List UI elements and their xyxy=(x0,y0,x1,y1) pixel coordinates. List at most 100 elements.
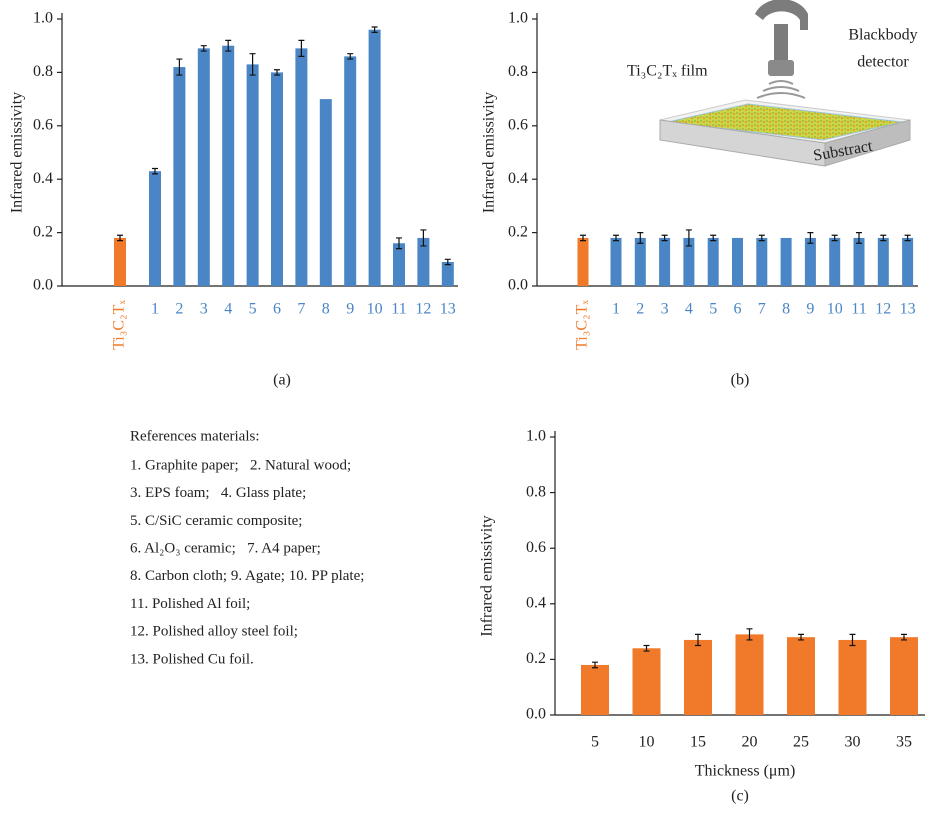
x-tick-label: 7 xyxy=(297,301,305,318)
x-tick-label: 11 xyxy=(391,301,406,318)
bar xyxy=(393,243,405,286)
inset-illustration xyxy=(660,0,910,166)
x-tick-label: 8 xyxy=(322,301,330,318)
bar xyxy=(578,238,589,286)
y-tick-label: 0.4 xyxy=(508,170,528,187)
bar xyxy=(736,634,764,715)
x-tick-label: 2 xyxy=(636,301,644,318)
panel-label: (c) xyxy=(731,788,749,805)
bar xyxy=(320,99,332,286)
bar xyxy=(781,238,792,286)
bar xyxy=(149,171,161,286)
x-tick-label: 10 xyxy=(367,301,383,318)
y-tick-label: 0.0 xyxy=(526,706,546,723)
x-tick-label: 5 xyxy=(709,301,717,318)
reference-line: 5. C/SiC ceramic composite; xyxy=(130,513,302,529)
x-tick-label: 9 xyxy=(346,301,354,318)
y-tick-label: 0.8 xyxy=(33,63,53,80)
x-tick-label: 13 xyxy=(900,301,916,318)
bar xyxy=(295,48,307,286)
y-tick-label: 0.4 xyxy=(33,170,53,187)
y-tick-label: 0.2 xyxy=(526,650,546,667)
x-tick-label: 6 xyxy=(734,301,742,318)
y-axis-title: Infrared emissivity xyxy=(479,515,496,636)
reference-line: 6. Al₂O₃ ceramic; 7. A4 paper; xyxy=(130,541,321,557)
bar xyxy=(829,238,840,286)
y-tick-label: 1.0 xyxy=(526,428,546,445)
bar xyxy=(890,637,918,715)
y-tick-label: 0.6 xyxy=(33,116,53,133)
figure: Blackbody detector Ti₃C₂Tₓ film Substrac… xyxy=(0,0,945,816)
bar xyxy=(369,30,381,286)
bar xyxy=(732,238,743,286)
y-tick-label: 0.6 xyxy=(526,539,546,556)
x-tick-label: 7 xyxy=(758,301,766,318)
x-tick-label: 3 xyxy=(661,301,669,318)
x-tick-label: 5 xyxy=(591,734,599,751)
y-tick-label: 0.6 xyxy=(508,116,528,133)
x-tick-label: 11 xyxy=(851,301,866,318)
reference-line: 3. EPS foam; 4. Glass plate; xyxy=(130,485,306,501)
y-tick-label: 0.0 xyxy=(508,277,528,294)
bar xyxy=(684,640,712,715)
x-tick-label: 6 xyxy=(273,301,281,318)
bar xyxy=(756,238,767,286)
x-tick-label: 4 xyxy=(685,301,693,318)
bar xyxy=(635,238,646,286)
bar xyxy=(114,238,126,286)
panel-label: (b) xyxy=(731,372,750,389)
x-tick-label: 20 xyxy=(742,734,758,751)
x-tick-label: 9 xyxy=(806,301,814,318)
bar xyxy=(902,238,913,286)
reference-line: 13. Polished Cu foil. xyxy=(130,651,254,667)
y-tick-label: 0.2 xyxy=(508,223,528,240)
bar xyxy=(247,64,259,286)
x-tick-label: 12 xyxy=(415,301,431,318)
bar xyxy=(198,48,210,286)
x-tick-label: 1 xyxy=(151,301,159,318)
x-tick-label: 35 xyxy=(896,734,912,751)
bar xyxy=(633,648,661,715)
reference-line: 12. Polished alloy steel foil; xyxy=(130,624,298,640)
annotation: detector xyxy=(857,54,909,71)
x-tick-label: Ti₃C₂Tₓ xyxy=(111,300,128,350)
x-tick-label: 10 xyxy=(639,734,655,751)
y-tick-label: 0.2 xyxy=(33,223,53,240)
x-tick-label: 8 xyxy=(782,301,790,318)
x-tick-label: 3 xyxy=(200,301,208,318)
x-tick-label: 25 xyxy=(793,734,809,751)
x-tick-label: Ti₃C₂Tₓ xyxy=(574,300,591,350)
x-tick-label: 15 xyxy=(690,734,706,751)
annotation: Blackbody xyxy=(848,27,917,44)
y-tick-label: 0.4 xyxy=(526,594,546,611)
bar xyxy=(787,637,815,715)
reference-line: 11. Polished Al foil; xyxy=(130,596,250,612)
bar xyxy=(805,238,816,286)
x-axis-title: Thickness (μm) xyxy=(695,763,796,780)
x-tick-label: 13 xyxy=(440,301,456,318)
y-tick-label: 0.8 xyxy=(526,483,546,500)
x-tick-label: 2 xyxy=(175,301,183,318)
y-axis-title: Infrared emissivity xyxy=(9,92,26,213)
references-title: References materials: xyxy=(130,428,260,444)
reference-line: 8. Carbon cloth; 9. Agate; 10. PP plate; xyxy=(130,568,364,584)
bar xyxy=(271,72,283,286)
bar xyxy=(173,67,185,286)
bar xyxy=(442,262,454,286)
x-tick-label: 1 xyxy=(612,301,620,318)
bar xyxy=(839,640,867,715)
bar xyxy=(222,46,234,286)
bar xyxy=(581,665,609,715)
y-tick-label: 0.0 xyxy=(33,277,53,294)
x-tick-label: 10 xyxy=(827,301,843,318)
y-tick-label: 0.8 xyxy=(508,63,528,80)
bar xyxy=(611,238,622,286)
y-tick-label: 1.0 xyxy=(33,10,53,27)
bar xyxy=(344,56,356,286)
reference-line: 1. Graphite paper; 2. Natural wood; xyxy=(130,457,351,473)
annotation: Ti₃C₂Tₓ film xyxy=(627,63,708,80)
bar xyxy=(708,238,719,286)
bar xyxy=(854,238,865,286)
panel-label: (a) xyxy=(273,372,291,389)
y-tick-label: 1.0 xyxy=(508,10,528,27)
